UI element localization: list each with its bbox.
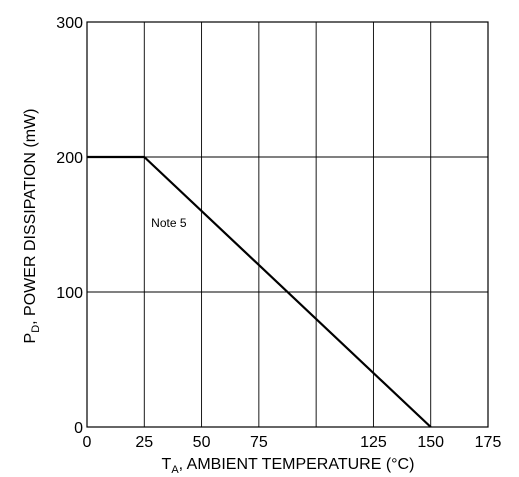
series-lines (87, 155, 432, 428)
plot-frame (86, 21, 489, 428)
x-tick-label: 125 (360, 434, 387, 451)
series-line (87, 155, 432, 428)
x-tick-label: 0 (83, 434, 92, 451)
annotations: Note 5 (151, 216, 187, 230)
x-tick-label: 175 (475, 434, 502, 451)
y-axis-label: PD, POWER DISSIPATION (mW) (22, 109, 42, 344)
y-axis-label-rest: , POWER DISSIPATION (mW) (22, 109, 39, 325)
y-axis-label-main: P (22, 333, 39, 344)
x-tick-label: 25 (135, 434, 153, 451)
x-axis-label: TA, AMBIENT TEMPERATURE (°C) (162, 456, 415, 476)
y-tick-label: 100 (56, 285, 83, 302)
y-tick-label: 300 (56, 15, 83, 32)
y-axis-label-subscript: D (30, 325, 42, 333)
x-tick-label: 50 (193, 434, 211, 451)
x-tick-labels: 0 25 50 75 125 150 175 (83, 434, 502, 451)
grid-lines (86, 21, 489, 428)
y-tick-labels: 0 100 200 300 (56, 15, 83, 437)
x-axis-label-rest: , AMBIENT TEMPERATURE (°C) (179, 456, 415, 473)
y-tick-label: 200 (56, 150, 83, 167)
x-axis-label-subscript: A (171, 464, 179, 476)
x-tick-label: 75 (250, 434, 268, 451)
y-tick-label: 0 (74, 420, 83, 437)
x-axis-label-main: T (162, 456, 172, 473)
x-tick-label: 150 (417, 434, 444, 451)
annotation-note: Note 5 (151, 216, 187, 230)
